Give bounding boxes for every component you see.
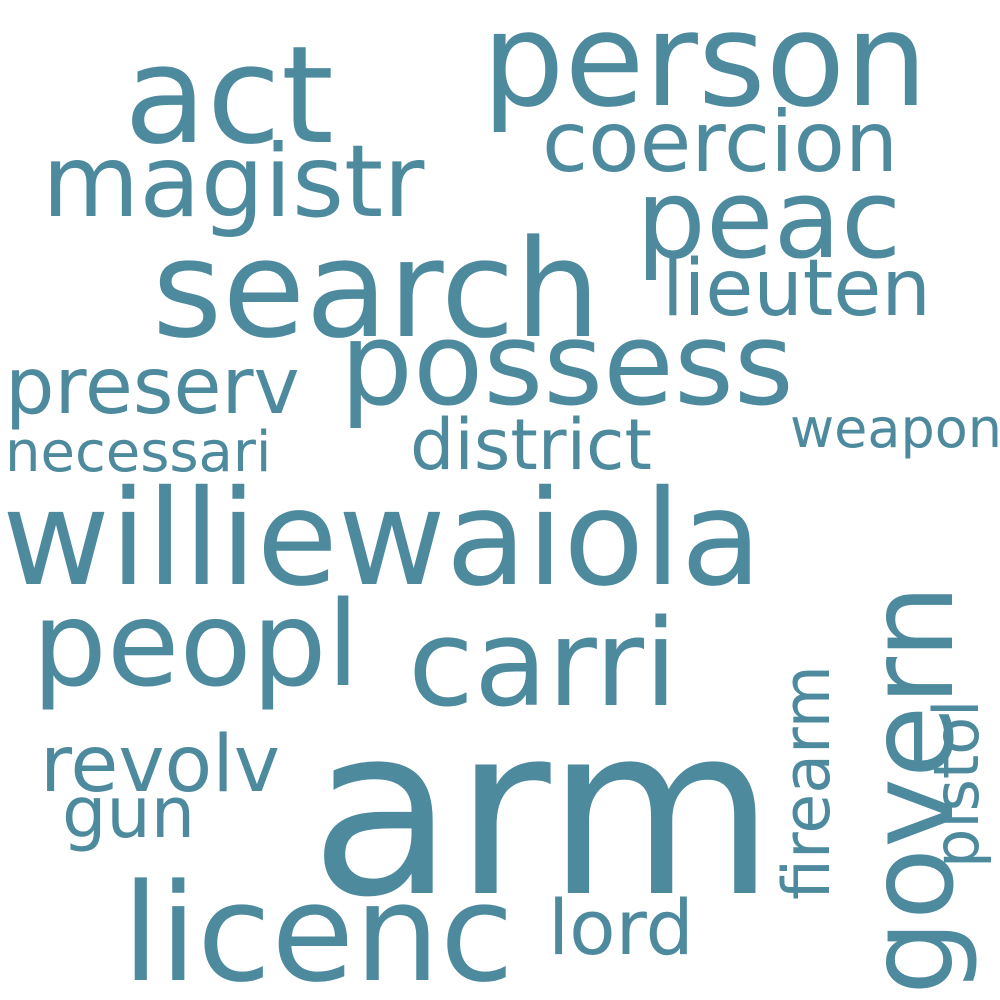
word-weapon: weapon xyxy=(790,397,1000,460)
word-person: person xyxy=(482,0,928,136)
word-necessari: necessari xyxy=(5,420,272,485)
word-gun: gun xyxy=(62,772,196,854)
word-licenc: licenc xyxy=(122,855,515,1000)
word-peopl: peopl xyxy=(32,575,360,713)
word-carri: carri xyxy=(408,595,678,734)
word-lord: lord xyxy=(548,883,694,972)
word-pistol: pistol xyxy=(920,699,993,868)
word-coercion: coercion xyxy=(542,93,899,191)
word-revolv: revolv xyxy=(40,720,281,810)
word-magistr: magistr xyxy=(42,123,425,240)
word-preserv: preserv xyxy=(5,342,300,432)
word-williewaiola: williewaiola xyxy=(2,462,762,616)
word-act: act xyxy=(124,17,334,174)
word-arm: arm xyxy=(310,676,776,949)
word-possess: possess xyxy=(340,298,794,432)
word-firearm: firearm xyxy=(770,665,845,900)
word-search: search xyxy=(152,211,601,368)
word-lieuten: lieuten xyxy=(662,244,931,334)
word-district: district xyxy=(410,404,652,486)
word-peac: peac xyxy=(636,155,902,283)
